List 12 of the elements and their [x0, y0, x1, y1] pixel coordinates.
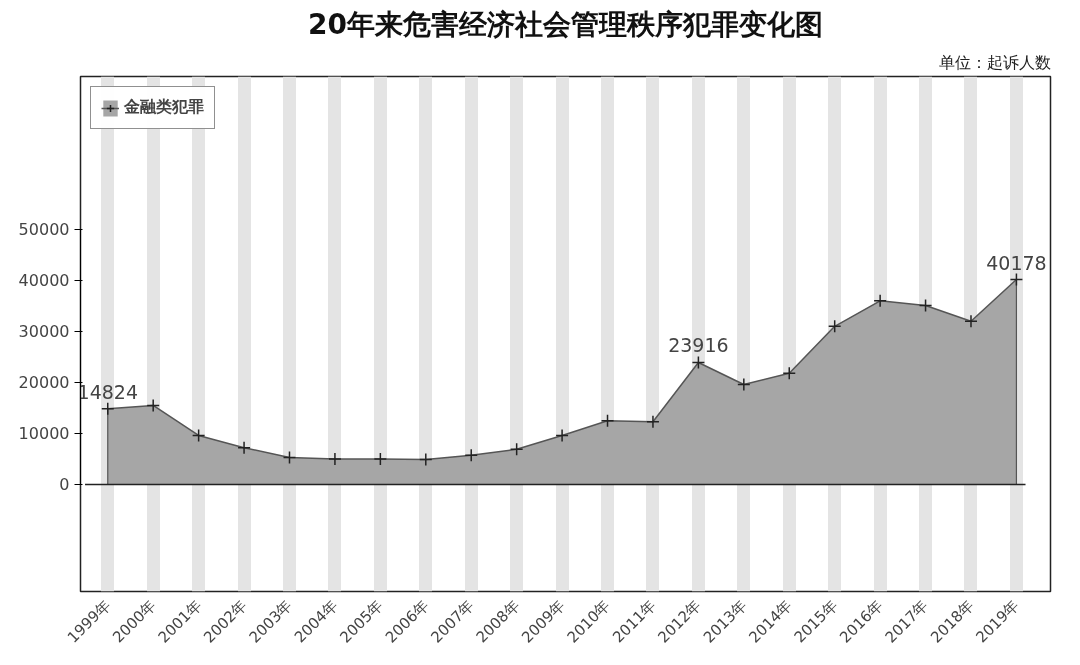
text: 单位：起诉人数 — [938, 52, 1051, 72]
y-tick-label: 40000 — [18, 271, 70, 291]
chart-title: 20年来危害经济社会管理秩序犯罪变化图 — [308, 7, 823, 41]
y-tick-label: 10000 — [18, 424, 70, 444]
data-label: 14824 — [77, 380, 138, 403]
data-label: 40178 — [986, 251, 1047, 274]
data-label: 23916 — [668, 334, 729, 357]
y-tick-label: 50000 — [18, 220, 70, 240]
legend-label: 金融类犯罪 — [124, 97, 204, 118]
y-tick-label: 0 — [59, 475, 70, 495]
y-tick-label: 30000 — [18, 322, 70, 342]
y-tick-label: 20000 — [18, 373, 70, 393]
